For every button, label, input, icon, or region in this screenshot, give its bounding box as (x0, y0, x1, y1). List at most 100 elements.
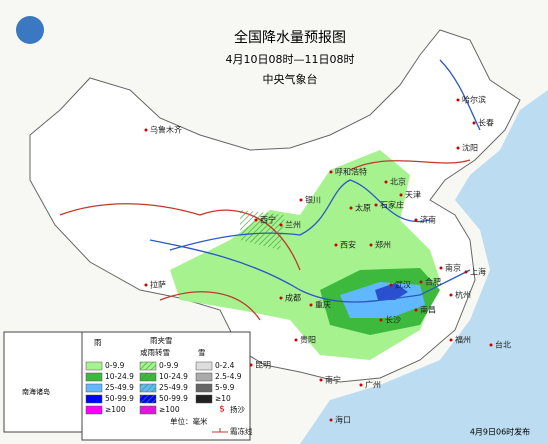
legend-hatch (140, 362, 156, 370)
legend-label: 50-99.9 (105, 394, 134, 403)
legend-label: ≥100 (105, 405, 126, 414)
city-label: 台北 (495, 340, 511, 350)
city-label: 西宁 (260, 215, 276, 225)
city-label: 呼和浩特 (335, 167, 367, 177)
period: 4月10日08时—11日08时 (226, 53, 355, 66)
city-dot (299, 198, 303, 202)
city-label: 杭州 (455, 290, 471, 300)
issuer: 中央气象台 (263, 72, 318, 86)
legend-label: 50-99.9 (159, 394, 188, 403)
city-label: 南宁 (325, 375, 341, 385)
footer: 4月9日06时发布 (470, 427, 530, 437)
city-dot (399, 193, 403, 197)
city-label: 长沙 (385, 315, 401, 325)
city-dot (279, 296, 283, 300)
city-label: 广州 (365, 380, 381, 390)
legend-label: ≥100 (159, 405, 180, 414)
city-label: 昆明 (255, 361, 271, 370)
legend-label: 25-49.9 (159, 383, 188, 392)
sea (300, 0, 548, 444)
legend-swatch (195, 394, 213, 404)
city-dot (389, 283, 393, 287)
legend-swatch (85, 383, 103, 393)
city-dot (254, 218, 258, 222)
city-label: 兰州 (285, 220, 301, 230)
city-dot (359, 383, 363, 387)
legend-heading: 或雨转雪 (140, 347, 170, 357)
city-label: 济南 (420, 215, 436, 225)
rain-storm (375, 283, 408, 300)
city-dot (374, 203, 378, 207)
legend-label: 单位：毫米 (170, 416, 208, 426)
city-dot (249, 363, 253, 367)
legend-label: 5-9.9 (215, 383, 235, 392)
city-dot (489, 343, 493, 347)
city-dot (144, 128, 148, 132)
legend-hatch (140, 384, 156, 392)
logo (16, 16, 44, 44)
city-label: 南京 (445, 263, 461, 273)
city-dot (309, 303, 313, 307)
city-dot (456, 98, 460, 102)
legend-swatch (85, 361, 103, 371)
legend-heading: 雨夹雪 (150, 335, 173, 345)
legend-hatch (140, 406, 156, 414)
city-label: 上海 (470, 267, 486, 277)
city-dot (294, 338, 298, 342)
frost-symbol (212, 428, 228, 433)
city-label: 重庆 (315, 300, 331, 310)
city-label: 石家庄 (380, 200, 404, 210)
city-label: 银川 (305, 195, 321, 205)
legend-label: 10-24.9 (105, 372, 134, 381)
city-dot (439, 266, 443, 270)
city-label: 西安 (340, 240, 356, 250)
city-dot (419, 280, 423, 284)
legend-hatch (140, 395, 156, 403)
city-label: 天津 (405, 190, 421, 200)
legend-hatch (140, 373, 156, 381)
city-dot (464, 270, 468, 274)
title: 全国降水量预报图 (234, 29, 346, 46)
legend-label: 2.5-4.9 (215, 372, 242, 381)
legend-label: ≥10 (215, 394, 231, 403)
frost-lines (59, 159, 471, 321)
city-dot (414, 308, 418, 312)
city-dot (472, 121, 476, 125)
legend-swatch (195, 372, 213, 382)
legend-swatch (195, 383, 213, 393)
city-dot (144, 283, 148, 287)
city-dot (449, 293, 453, 297)
city-dot (279, 223, 283, 227)
legend-swatch (195, 361, 213, 371)
city-label: 成都 (285, 293, 301, 303)
city-dot (369, 243, 373, 247)
city-label: 海口 (335, 415, 351, 425)
legend-label: 25-49.9 (105, 383, 134, 392)
legend-heading: 雨 (94, 338, 102, 347)
legend-heading: 雪 (198, 348, 206, 357)
city-dot (319, 378, 323, 382)
legend-label: 0-9.9 (105, 361, 125, 370)
inset (3, 331, 83, 433)
legend-label: 10-24.9 (159, 372, 188, 381)
city-dot (379, 318, 383, 322)
inset-label: 南海诸岛 (22, 387, 50, 396)
city-dot (349, 206, 353, 210)
city-label: 合肥 (425, 277, 441, 287)
city-dot (456, 146, 460, 150)
city-label: 拉萨 (150, 280, 166, 290)
legend-label: 扬沙 (230, 404, 245, 414)
city-label: 武汉 (395, 280, 411, 290)
city-label: 福州 (455, 336, 471, 345)
sleet-area (240, 210, 285, 250)
legend-swatch (85, 372, 103, 382)
city-label: 哈尔滨 (462, 95, 486, 105)
city-label: 贵阳 (300, 335, 316, 345)
legend-label: 霜冻线 (230, 426, 253, 436)
rivers (149, 59, 481, 303)
legend-swatch (85, 394, 103, 404)
city-dot (334, 243, 338, 247)
city-label: 长春 (478, 118, 494, 128)
